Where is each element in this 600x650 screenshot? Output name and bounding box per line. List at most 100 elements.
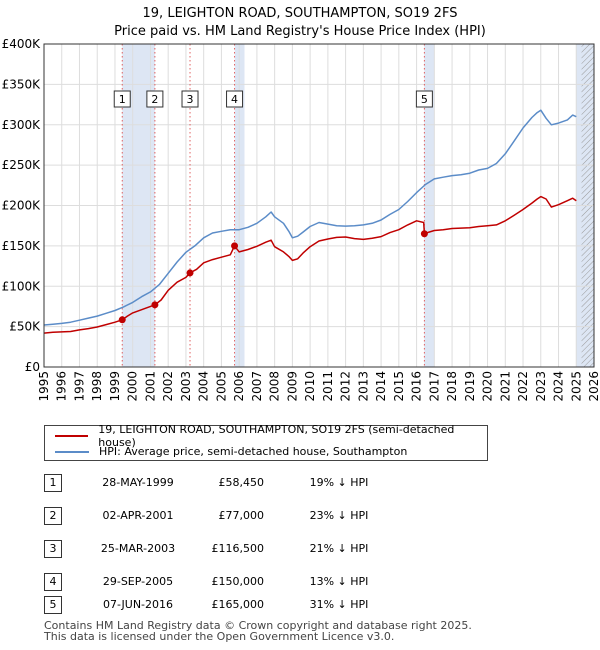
sale-price: £116,500 [211,542,265,555]
hpi-line [43,109,577,326]
legend-label-hpi: HPI: Average price, semi-detached house,… [99,445,408,458]
sale-label-number: 5 [421,93,428,106]
x-tick-label: 2000 [126,371,140,402]
x-tick-label: 2014 [374,371,388,402]
price-chart: 1 2 3 4 5 £0 £50K £100K £150K £200K £250K £300K £35… [2,37,600,402]
sale-point [231,242,239,250]
sale-point [118,316,126,324]
sale-label-box: 4 [226,90,244,108]
x-tick-label: 2010 [303,371,317,402]
sale-label-number: 3 [187,93,194,106]
sale-label-box: 1 [113,90,131,108]
sale-row: 2 02-APR-2001 £77,000 23% ↓ HPI [44,507,424,525]
sale-number: 5 [44,596,62,614]
footer-copyright: Contains HM Land Registry data © Crown c… [44,619,472,632]
sale-number: 2 [44,507,62,525]
x-tick-label: 2004 [197,371,211,402]
sale-date: 07-JUN-2016 [102,598,174,611]
sale-label-number: 1 [119,93,126,106]
sale-price: £150,000 [211,575,265,588]
x-tick-label: 2021 [498,371,512,402]
x-tick-label: 2023 [534,371,548,402]
axis-frame [43,43,595,368]
x-tick-label: 2017 [427,371,441,402]
x-tick-label: 2026 [587,371,600,402]
y-tick-label: £100K [2,279,42,293]
property-price-line [43,195,577,334]
x-tick-label: 2005 [214,371,228,402]
footer-license: This data is licensed under the Open Gov… [44,630,395,643]
legend-label-property: 19, LEIGHTON ROAD, SOUTHAMPTON, SO19 2FS… [98,422,455,449]
x-tick-label: 1999 [108,371,122,402]
sale-date: 02-APR-2001 [102,509,174,522]
sale-point [420,230,428,238]
sale-point [186,269,194,277]
x-tick-label: 2011 [321,371,335,402]
legend-item-hpi: HPI: Average price, semi-detached house,… [55,444,407,459]
chart-title: 19, LEIGHTON ROAD, SOUTHAMPTON, SO19 2FS [142,6,458,21]
x-tick-label: 2007 [250,371,264,402]
legend-swatch-property [55,434,89,437]
x-tick-label: 2018 [445,371,459,402]
y-tick-label: £250K [2,158,42,172]
x-tick-label: 2001 [143,371,157,402]
sale-number: 4 [44,573,62,591]
sale-label-frame [146,90,164,108]
footer: Contains HM Land Registry data © Crown c… [44,620,472,642]
y-tick-label: £50K [9,320,41,334]
x-tick-label: 2024 [552,371,566,402]
legend: 19, LEIGHTON ROAD, SOUTHAMPTON, SO19 2FS… [44,423,488,461]
y-tick-label: £200K [2,199,42,213]
x-tick-label: 2015 [392,371,406,402]
sale-label-box: 3 [181,90,199,108]
sale-price: £165,000 [211,598,265,611]
x-tick-label: 1998 [90,371,104,402]
sale-date: 25-MAR-2003 [100,542,176,555]
legend-item-property: 19, LEIGHTON ROAD, SOUTHAMPTON, SO19 2FS… [55,423,487,449]
sale-label-frame [415,90,433,108]
x-tick-label: 2009 [285,371,299,402]
sale-number: 3 [44,540,62,558]
y-tick-label: £400K [2,37,42,51]
x-tick-label: 1996 [55,371,69,402]
x-tick-label: 2013 [356,371,370,402]
y-tick-label: £300K [2,118,42,132]
sale-hpi-delta: 31% ↓ HPI [309,598,369,611]
x-tick-label: 2012 [339,371,353,402]
sale-hpi-delta: 19% ↓ HPI [309,476,369,489]
y-tick-label: £0 [25,360,40,374]
sale-hpi-delta: 21% ↓ HPI [309,542,369,555]
legend-swatch-hpi [55,450,89,453]
sale-label-frame [113,90,131,108]
x-tick-label: 2002 [161,371,175,402]
x-tick-label: 2025 [569,371,583,402]
sale-label-number: 2 [151,93,158,106]
sale-number: 1 [44,474,62,492]
x-tick-label: 1995 [37,371,51,402]
sale-hpi-delta: 23% ↓ HPI [309,509,369,522]
x-tick-label: 2006 [232,371,246,402]
sale-hpi-delta: 13% ↓ HPI [309,575,369,588]
sale-price: £77,000 [218,509,265,522]
chart-subtitle: Price paid vs. HM Land Registry's House … [114,24,486,39]
sale-label-frame [226,90,244,108]
sale-label-box: 5 [415,90,433,108]
x-tick-label: 1997 [72,371,86,402]
sale-point [151,301,159,309]
sale-row: 1 28-MAY-1999 £58,450 19% ↓ HPI [44,474,424,492]
sale-label-frame [181,90,199,108]
y-tick-label: £150K [2,239,42,253]
sale-date: 29-SEP-2005 [102,575,174,588]
y-tick-label: £350K [2,77,42,91]
sale-row: 3 25-MAR-2003 £116,500 21% ↓ HPI [44,540,424,558]
sale-price: £58,450 [218,476,265,489]
sale-row: 5 07-JUN-2016 £165,000 31% ↓ HPI [44,596,424,614]
x-tick-label: 2022 [516,371,530,402]
x-tick-label: 2020 [481,371,495,402]
x-tick-label: 2003 [179,371,193,402]
sale-label-number: 4 [231,93,238,106]
sale-date: 28-MAY-1999 [102,476,174,489]
sale-row: 4 29-SEP-2005 £150,000 13% ↓ HPI [44,573,424,591]
sale-label-box: 2 [146,90,164,108]
x-tick-label: 2008 [268,371,282,402]
